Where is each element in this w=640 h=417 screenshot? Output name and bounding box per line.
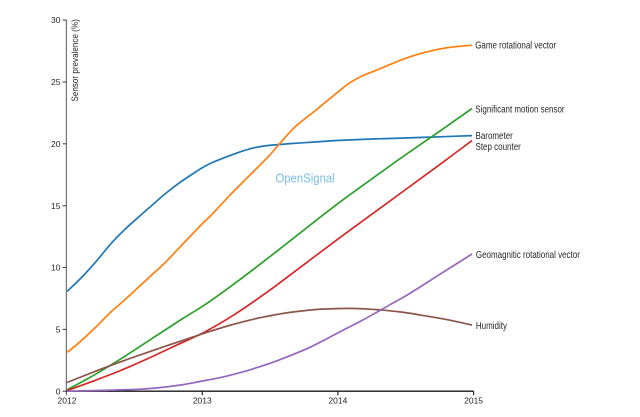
svg-text:2012: 2012 (58, 395, 77, 405)
svg-text:Step counter: Step counter (476, 141, 521, 152)
svg-text:Barometer: Barometer (476, 130, 513, 141)
svg-text:OpenSignal: OpenSignal (276, 171, 335, 186)
svg-text:30: 30 (51, 15, 61, 25)
svg-text:20: 20 (51, 139, 61, 149)
svg-text:5: 5 (56, 325, 61, 335)
svg-text:10: 10 (51, 263, 61, 273)
svg-text:Significant motion sensor: Significant motion sensor (475, 104, 564, 115)
svg-text:Sensor prevalence (%): Sensor prevalence (%) (70, 19, 81, 101)
svg-text:15: 15 (51, 201, 61, 211)
svg-text:Game rotational vector: Game rotational vector (475, 40, 556, 51)
svg-text:Geomagnitic rotational vector: Geomagnitic rotational vector (476, 249, 580, 260)
svg-text:0: 0 (56, 386, 61, 396)
svg-text:2013: 2013 (193, 395, 212, 405)
svg-text:25: 25 (51, 77, 61, 87)
svg-text:2015: 2015 (464, 395, 483, 405)
svg-text:2014: 2014 (328, 395, 347, 405)
svg-text:Humidity: Humidity (476, 320, 508, 331)
